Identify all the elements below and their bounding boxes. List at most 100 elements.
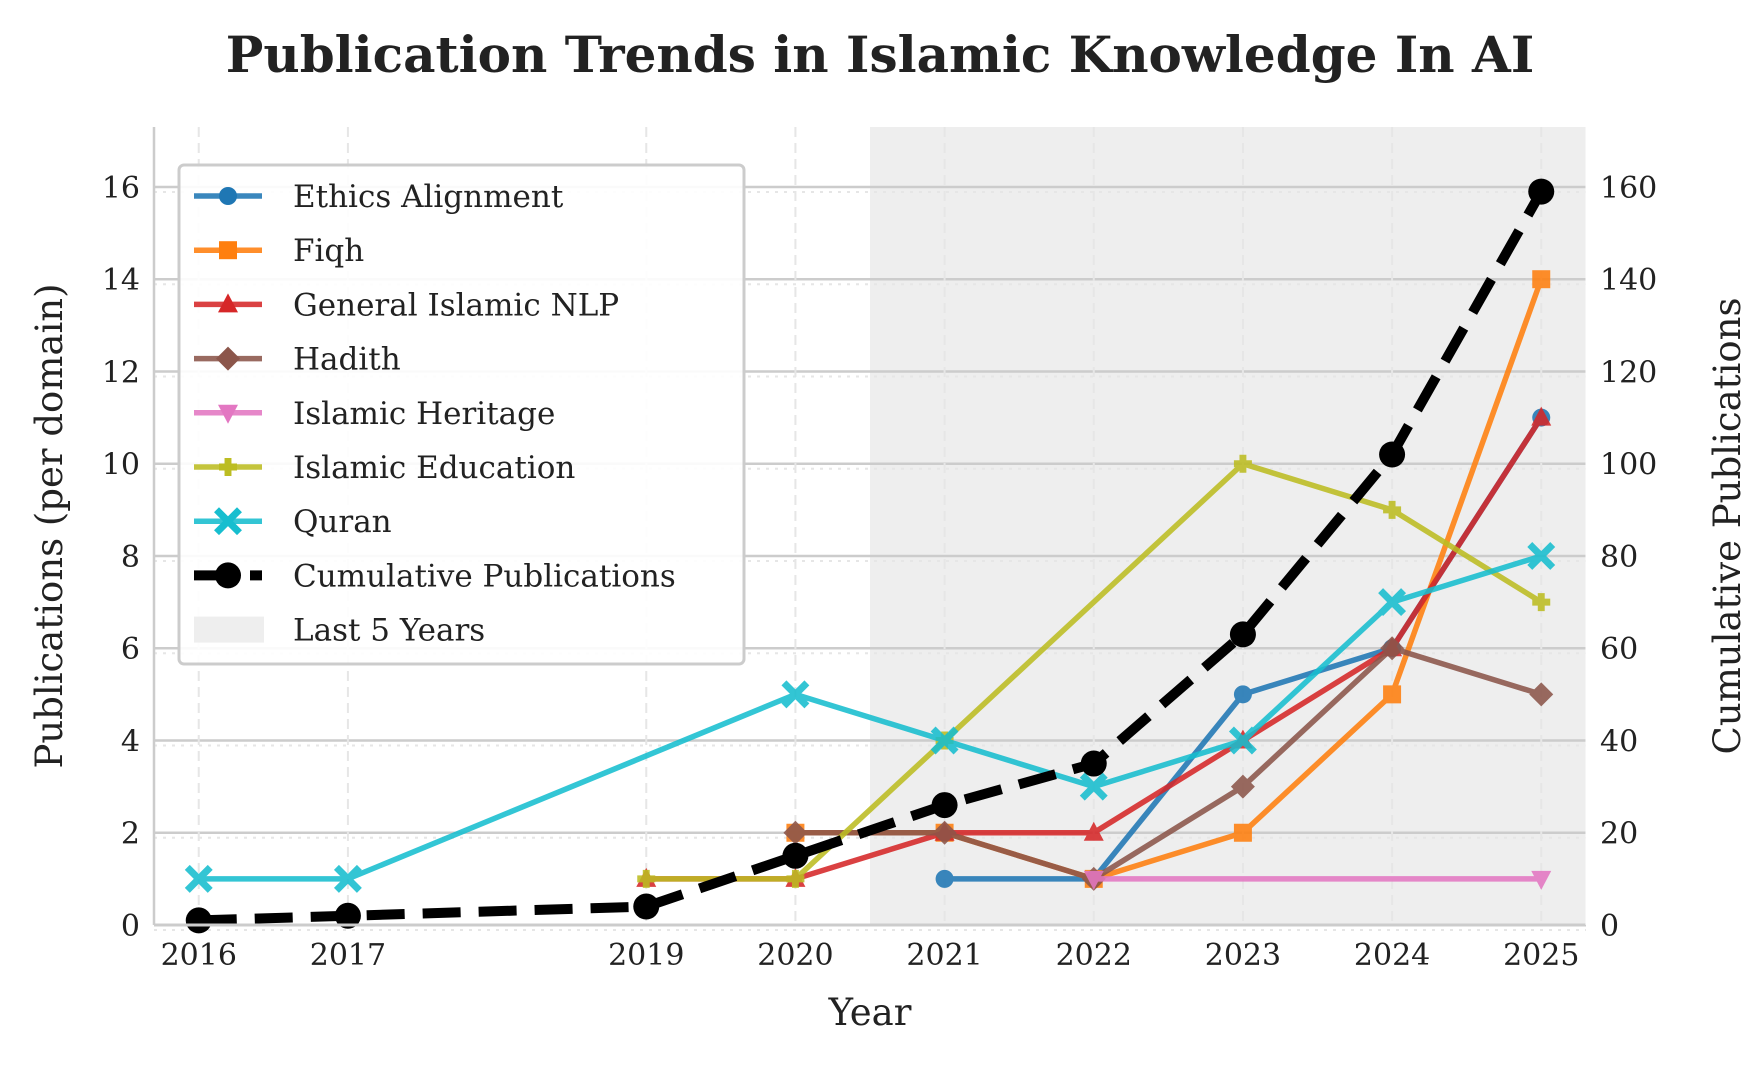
y-tick-label: 10 bbox=[102, 448, 140, 483]
x-tick-label: 2023 bbox=[1205, 938, 1281, 973]
legend-marker bbox=[219, 187, 237, 205]
data-point bbox=[1532, 270, 1551, 289]
data-point bbox=[1529, 682, 1554, 707]
legend-label: Cumulative Publications bbox=[293, 558, 676, 594]
legend-item: Hadith bbox=[194, 342, 401, 378]
legend-box bbox=[177, 163, 746, 666]
legend-marker bbox=[216, 346, 240, 371]
data-point bbox=[930, 726, 959, 755]
x-tick-label: 2016 bbox=[161, 938, 237, 973]
legend-marker bbox=[218, 293, 238, 313]
y-axis-right-label: Cumulative Publications bbox=[1706, 298, 1749, 755]
y-tick-label: 16 bbox=[102, 171, 140, 206]
shaded-region-last-5-years bbox=[870, 127, 1586, 925]
y-tick-label: 6 bbox=[121, 632, 140, 667]
data-point bbox=[1531, 406, 1552, 426]
data-point bbox=[333, 864, 362, 893]
data-point bbox=[1383, 500, 1402, 519]
y-right-tick-label: 120 bbox=[1600, 355, 1657, 390]
legend-label: Hadith bbox=[293, 342, 401, 378]
data-point bbox=[932, 820, 957, 845]
series-line bbox=[198, 553, 1543, 882]
data-point bbox=[1378, 588, 1407, 617]
legend-marker bbox=[219, 241, 237, 260]
series-islamic-heritage bbox=[1083, 870, 1552, 890]
y-right-tick-label: 0 bbox=[1600, 909, 1619, 944]
legend-swatch-shaded bbox=[194, 616, 264, 643]
data-point bbox=[782, 842, 809, 869]
y-right-tick-label: 140 bbox=[1600, 263, 1657, 298]
series-cumulative-publications bbox=[185, 178, 1555, 934]
series-line bbox=[795, 645, 1543, 882]
x-tick-label: 2025 bbox=[1503, 938, 1579, 973]
legend-marker bbox=[218, 404, 238, 424]
y-right-tick-label: 20 bbox=[1600, 817, 1638, 852]
y-tick-label: 8 bbox=[121, 540, 140, 575]
x-tick-label: 2024 bbox=[1354, 938, 1430, 973]
data-point bbox=[1230, 774, 1255, 799]
legend-item: Fiqh bbox=[194, 233, 364, 269]
data-point bbox=[1083, 870, 1104, 890]
legend-label: Quran bbox=[293, 504, 392, 540]
legend-item: Cumulative Publications bbox=[194, 558, 676, 594]
data-point bbox=[1531, 870, 1552, 890]
legend-marker bbox=[214, 507, 242, 536]
legend-label: Fiqh bbox=[293, 233, 364, 269]
data-point bbox=[1080, 750, 1107, 777]
data-point bbox=[1233, 685, 1252, 704]
data-point bbox=[1233, 454, 1252, 473]
y-tick-label: 0 bbox=[121, 909, 140, 944]
chart-title: Publication Trends in Islamic Knowledge … bbox=[226, 25, 1534, 84]
y-tick-label: 4 bbox=[121, 724, 140, 759]
legend-item: Ethics Alignment bbox=[194, 179, 564, 215]
legend-label: Ethics Alignment bbox=[293, 179, 564, 215]
data-point bbox=[1079, 772, 1108, 801]
data-point bbox=[1379, 441, 1406, 468]
data-point bbox=[1083, 821, 1104, 841]
x-tick-label: 2017 bbox=[310, 938, 386, 973]
data-point bbox=[184, 864, 213, 893]
x-tick-label: 2022 bbox=[1056, 938, 1132, 973]
data-point bbox=[1380, 636, 1405, 661]
series-quran bbox=[184, 542, 1556, 893]
y-right-tick-label: 160 bbox=[1600, 171, 1657, 206]
data-point bbox=[931, 792, 958, 819]
legend-item: Islamic Heritage bbox=[194, 396, 555, 432]
legend-marker bbox=[219, 458, 238, 476]
data-point bbox=[1528, 178, 1555, 205]
data-point bbox=[1527, 542, 1556, 570]
y-right-tick-label: 100 bbox=[1600, 448, 1657, 483]
data-point bbox=[637, 869, 656, 888]
data-point bbox=[1233, 823, 1252, 842]
y-tick-label: 14 bbox=[102, 263, 140, 298]
data-point bbox=[783, 820, 808, 845]
legend-label: General Islamic NLP bbox=[293, 287, 619, 323]
data-point bbox=[633, 893, 660, 920]
legend-item: Last 5 Years bbox=[194, 613, 485, 649]
x-tick-label: 2020 bbox=[757, 938, 833, 973]
legend-marker bbox=[215, 562, 241, 589]
legend-label: Islamic Education bbox=[293, 450, 575, 486]
y-right-tick-label: 80 bbox=[1600, 540, 1638, 575]
series-line bbox=[646, 460, 1543, 882]
data-point bbox=[1383, 685, 1402, 704]
x-axis-label: Year bbox=[828, 991, 912, 1034]
data-point bbox=[1229, 621, 1256, 648]
y-right-tick-label: 40 bbox=[1600, 724, 1638, 759]
data-point bbox=[185, 907, 212, 934]
legend-item: Quran bbox=[194, 504, 392, 540]
data-point bbox=[935, 869, 954, 888]
legend-label: Islamic Heritage bbox=[293, 396, 555, 432]
data-point bbox=[781, 680, 810, 709]
y-tick-label: 2 bbox=[121, 817, 140, 852]
x-tick-label: 2019 bbox=[608, 938, 684, 973]
data-point bbox=[786, 869, 805, 888]
y-axis-label: Publications (per domain) bbox=[28, 283, 71, 768]
data-point bbox=[1228, 726, 1257, 755]
legend-item: Islamic Education bbox=[194, 450, 575, 486]
legend-label: Last 5 Years bbox=[293, 613, 485, 649]
x-tick-label: 2021 bbox=[906, 938, 982, 973]
y-right-tick-label: 60 bbox=[1600, 632, 1638, 667]
legend-item: General Islamic NLP bbox=[194, 287, 619, 323]
